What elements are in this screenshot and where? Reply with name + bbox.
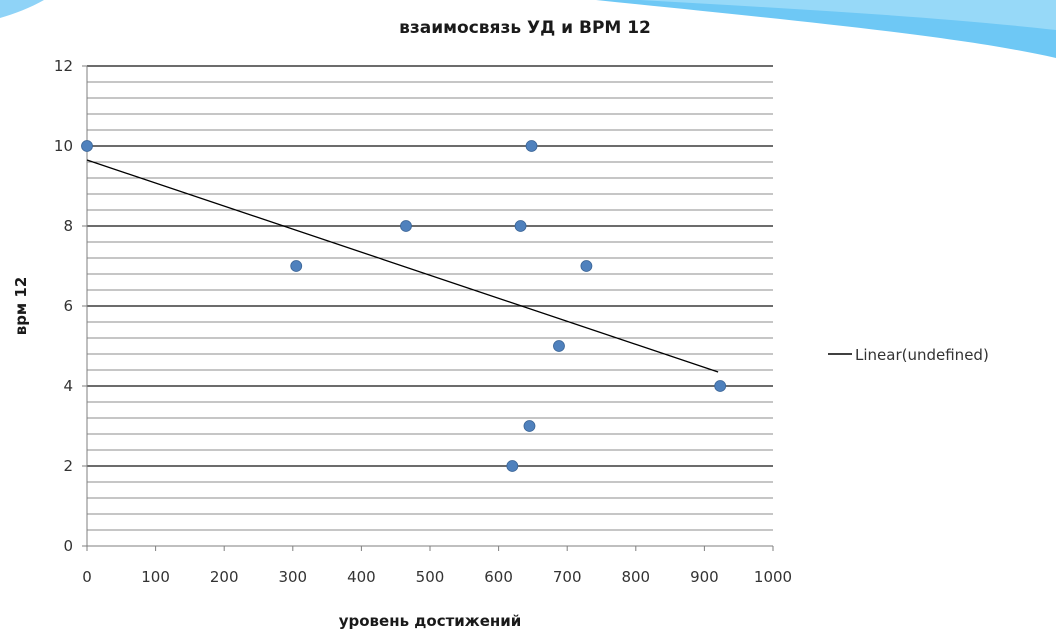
legend: Linear(undefined) [828, 346, 989, 364]
y-tick-label: 4 [63, 377, 73, 395]
x-tick-label: 0 [82, 568, 92, 586]
data-point [514, 220, 527, 232]
x-tick-label: 200 [210, 568, 239, 586]
y-axis-ticks: 0 2 4 6 8 10 12 [54, 57, 87, 555]
data-point [580, 260, 593, 272]
data-point [714, 380, 727, 392]
trendline-path [86, 159, 719, 373]
y-tick-label: 0 [63, 537, 73, 555]
data-points [81, 140, 727, 472]
data-point [506, 460, 519, 472]
data-point [400, 220, 412, 232]
data-point [290, 260, 303, 272]
x-tick-label: 900 [690, 568, 719, 586]
grid-lines [87, 65, 773, 531]
legend-trendline-label: Linear(undefined) [855, 346, 989, 364]
x-axis-label: уровень достижений [339, 612, 522, 630]
y-tick-label: 10 [54, 137, 73, 155]
data-point [525, 140, 538, 152]
chart-title: взаимосвязь УД и ВРМ 12 [399, 18, 651, 38]
x-tick-label: 300 [278, 568, 307, 586]
x-tick-label: 500 [416, 568, 445, 586]
x-tick-label: 800 [621, 568, 650, 586]
x-axis-ticks: 0 100 200 300 400 500 600 700 800 900 1000 [82, 546, 792, 586]
x-tick-label: 700 [553, 568, 582, 586]
data-point [81, 140, 93, 152]
trendline [86, 159, 719, 373]
y-tick-label: 2 [63, 457, 73, 475]
y-axis-label: врм 12 [12, 277, 30, 336]
x-tick-label: 600 [484, 568, 513, 586]
data-point [553, 340, 565, 352]
y-tick-label: 8 [63, 217, 73, 235]
x-tick-label: 100 [141, 568, 170, 586]
y-tick-label: 6 [63, 297, 73, 315]
x-tick-label: 1000 [754, 568, 792, 586]
data-point [523, 420, 536, 432]
x-tick-label: 400 [347, 568, 376, 586]
y-tick-label: 12 [54, 57, 73, 75]
